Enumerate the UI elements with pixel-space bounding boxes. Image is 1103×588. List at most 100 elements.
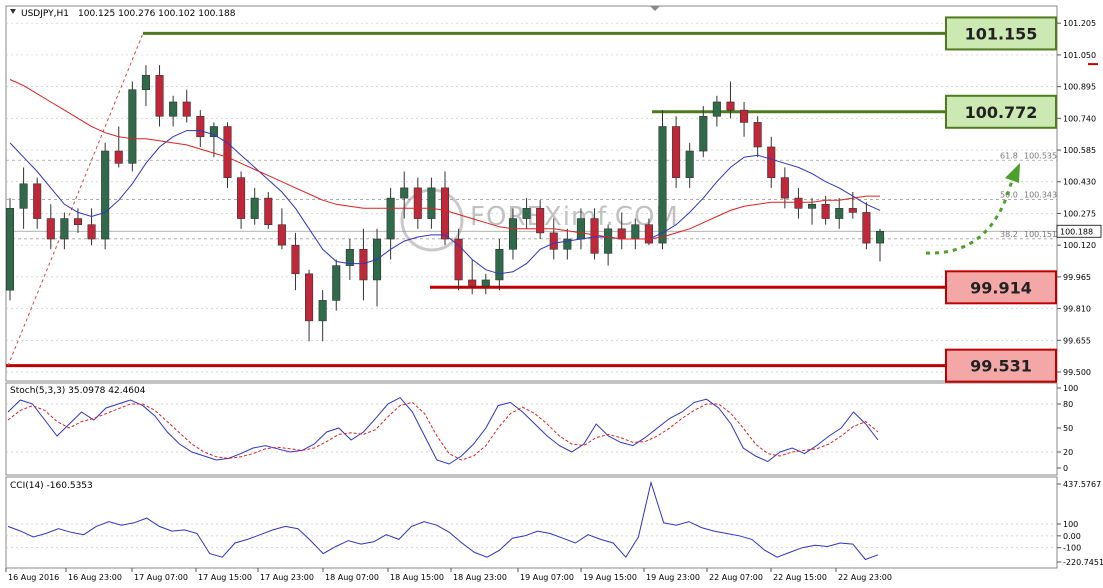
level-box-label: 99.914	[970, 278, 1032, 297]
stoch-label: Stoch(5,3,3) 35.0978 42.4604	[10, 386, 146, 396]
time-label: 17 Aug 07:00	[134, 573, 188, 582]
time-label: 22 Aug 07:00	[709, 573, 763, 582]
fib-ratio-label: 38.2	[1000, 230, 1018, 239]
candle-bull	[60, 218, 69, 240]
price-tick-label: 100.275	[1063, 209, 1096, 218]
candle-bull	[101, 150, 110, 240]
candle-bear	[821, 203, 830, 219]
stoch-main-line	[7, 396, 879, 465]
ohlc-header: 100.125 100.276 100.102 100.188	[78, 9, 236, 19]
candle-bear	[196, 115, 205, 138]
stoch-signal-line	[7, 401, 879, 461]
candle-bear	[46, 218, 55, 240]
cci-tick-label: 0.00	[1063, 532, 1081, 541]
candle-bull	[658, 126, 667, 244]
candle-bull	[19, 183, 28, 209]
level-box	[945, 348, 1057, 383]
candle-bear	[33, 183, 42, 219]
candle-bear	[359, 248, 368, 281]
price-tick-label: 101.050	[1063, 51, 1096, 60]
cci-tick-label: -100	[1063, 544, 1081, 553]
price-tick-label: 100.895	[1063, 83, 1096, 92]
candle-bear	[305, 273, 314, 322]
fib-ratio-label: 61.8	[1000, 151, 1018, 160]
main-plot-area	[5, 5, 1058, 382]
price-tick-label: 99.965	[1063, 273, 1091, 282]
candle-bear	[277, 224, 286, 246]
time-label: 19 Aug 07:00	[520, 573, 574, 582]
fib-value-label: 100.535	[1024, 151, 1057, 160]
candle-bear	[753, 122, 762, 148]
cci-line	[7, 480, 879, 561]
time-label: 19 Aug 15:00	[583, 573, 637, 582]
candle-bull	[699, 115, 708, 152]
time-label: 16 Aug 2016	[8, 573, 59, 582]
level-box	[945, 94, 1057, 129]
candle-bear	[726, 101, 735, 111]
candle-bull	[169, 101, 178, 117]
candle-bear	[848, 208, 857, 213]
candle-bear	[264, 197, 273, 226]
candle-bear	[223, 126, 232, 178]
candle-bull	[345, 248, 354, 266]
stoch-tick-label: 80	[1063, 400, 1073, 409]
candle-bear	[114, 150, 123, 164]
candle-bear	[740, 109, 749, 123]
price-tick-label: 101.205	[1063, 19, 1096, 28]
price-tick-label: 100.585	[1063, 146, 1096, 155]
candle-bull	[5, 208, 15, 291]
stoch-tick-label: 20	[1063, 448, 1073, 457]
candle-bear	[468, 279, 477, 287]
candle-bear	[155, 75, 164, 117]
candle-bull	[631, 224, 640, 240]
candle-bull	[508, 218, 518, 250]
candle-bull	[209, 126, 218, 138]
candle-bull	[332, 265, 341, 301]
shift-marker-icon[interactable]	[650, 6, 660, 11]
cci-plot-area	[5, 476, 1058, 569]
stoch-plot-area	[5, 382, 1058, 476]
cci-tick-label: -220.7451	[1063, 558, 1103, 567]
candle-bull	[495, 248, 504, 281]
time-label: 18 Aug 15:00	[390, 573, 444, 582]
time-label: 22 Aug 23:00	[838, 573, 892, 582]
candle-bear	[536, 208, 545, 234]
candle-bear	[590, 218, 599, 254]
candle-bear	[672, 126, 681, 178]
candle-bear	[73, 218, 83, 226]
price-tick-label: 99.810	[1063, 305, 1091, 314]
candle-bear	[291, 244, 300, 275]
projection-arrow	[925, 179, 1014, 255]
candle-bear	[794, 197, 803, 209]
time-label: 22 Aug 15:00	[773, 573, 827, 582]
symbol-dropdown-icon[interactable]	[10, 9, 16, 14]
candle-bull	[141, 75, 150, 90]
candle-bear	[644, 224, 653, 244]
level-box-label: 100.772	[965, 103, 1038, 122]
candle-bull	[481, 279, 490, 287]
time-label: 19 Aug 23:00	[646, 573, 700, 582]
candle-bear	[549, 232, 558, 250]
candle-bull	[427, 187, 436, 219]
level-box-label: 99.531	[970, 357, 1032, 376]
candle-bear	[440, 187, 450, 240]
watermark: FOREXimf.COM	[400, 188, 678, 252]
projection-arrow-head	[1005, 163, 1020, 183]
level-box	[945, 270, 1057, 305]
candle-bull	[685, 150, 694, 178]
price-tick-label: 100.740	[1063, 114, 1096, 123]
candle-bull	[400, 187, 409, 199]
cci-tick-label: 100	[1063, 520, 1078, 529]
candle-bull	[576, 218, 585, 240]
time-label: 18 Aug 23:00	[453, 573, 507, 582]
time-label: 18 Aug 07:00	[325, 573, 379, 582]
candle-bear	[237, 177, 246, 219]
candle-bull	[563, 238, 572, 250]
candle-bear	[87, 224, 96, 240]
candle-bull	[712, 101, 721, 117]
candle-bear	[780, 177, 789, 199]
time-label: 17 Aug 15:00	[198, 573, 252, 582]
stoch-tick-label: 100	[1063, 384, 1078, 393]
candle-bear	[617, 228, 626, 240]
